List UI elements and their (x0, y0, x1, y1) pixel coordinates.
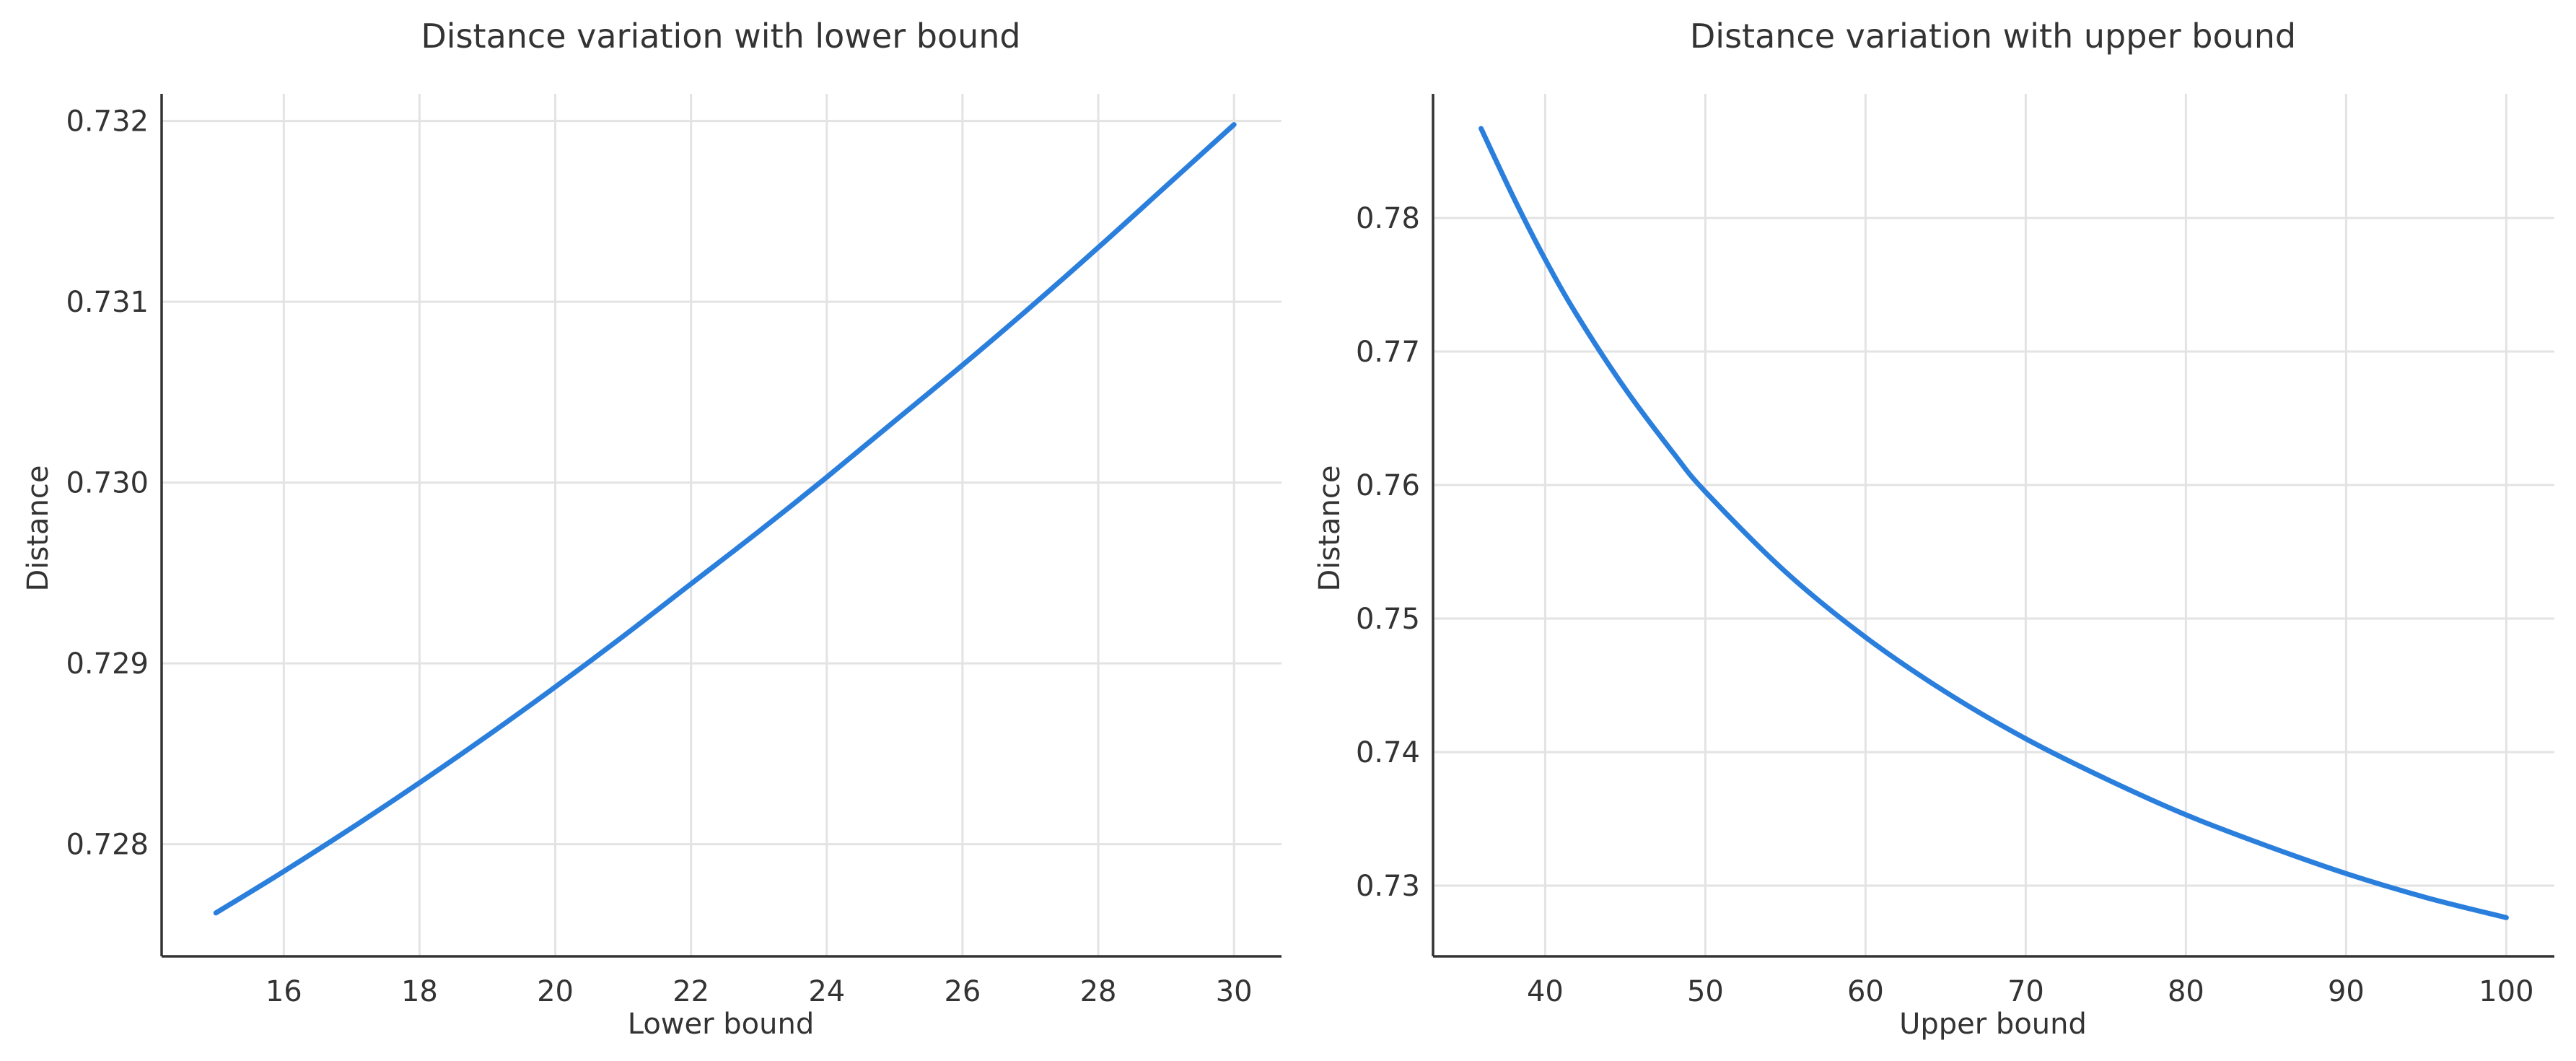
y-tick-label: 0.76 (1356, 469, 1420, 502)
y-ticks: 0.728 0.729 0.730 0.731 0.732 (66, 105, 149, 862)
x-tick-label: 80 (2168, 975, 2204, 1008)
x-tick-label: 50 (1687, 975, 1724, 1008)
series-line (213, 122, 1237, 916)
x-tick-label: 16 (266, 975, 302, 1008)
series-line (1478, 126, 2509, 920)
series (213, 122, 1237, 916)
y-tick-label: 0.729 (66, 647, 149, 681)
x-tick-label: 22 (673, 975, 709, 1008)
y-tick-label: 0.73 (1356, 870, 1420, 903)
axes (1432, 94, 2554, 958)
grid (162, 94, 1282, 956)
x-ticks: 40 50 60 70 80 90 100 (1527, 975, 2534, 1008)
x-tick-label: 20 (537, 975, 574, 1008)
x-tick-label: 28 (1080, 975, 1117, 1008)
x-tick-label: 70 (2007, 975, 2044, 1008)
y-tick-label: 0.730 (66, 467, 149, 500)
series (1478, 126, 2509, 920)
x-tick-label: 40 (1527, 975, 1564, 1008)
x-tick-label: 26 (944, 975, 981, 1008)
chart-title: Distance variation with upper bound (1690, 17, 2296, 56)
axes (160, 94, 1282, 958)
x-ticks: 16 18 20 22 24 26 28 30 (266, 975, 1253, 1008)
x-tick-label: 24 (808, 975, 845, 1008)
x-tick-label: 30 (1216, 975, 1253, 1008)
chart-title: Distance variation with lower bound (421, 17, 1020, 56)
y-tick-label: 0.731 (66, 286, 149, 319)
x-tick-label: 18 (401, 975, 438, 1008)
y-tick-label: 0.75 (1356, 603, 1420, 636)
x-axis-label: Lower bound (628, 1008, 815, 1041)
chart-upper-bound: Distance variation with upper bound 40 50… (1313, 17, 2554, 1041)
y-tick-label: 0.78 (1356, 202, 1420, 235)
x-tick-label: 100 (2479, 975, 2533, 1008)
y-axis-label: Distance (1313, 466, 1346, 592)
y-axis-label: Distance (22, 466, 55, 592)
y-tick-label: 0.77 (1356, 336, 1420, 369)
y-tick-label: 0.74 (1356, 736, 1420, 769)
x-tick-label: 60 (1847, 975, 1884, 1008)
grid (1433, 94, 2554, 956)
x-axis-label: Upper bound (1899, 1008, 2087, 1041)
y-ticks: 0.73 0.74 0.75 0.76 0.77 0.78 (1356, 202, 1420, 903)
y-tick-label: 0.728 (66, 829, 149, 862)
x-tick-label: 90 (2328, 975, 2365, 1008)
chart-lower-bound: Distance variation with lower bound 16 18… (22, 17, 1282, 1041)
y-tick-label: 0.732 (66, 105, 149, 139)
